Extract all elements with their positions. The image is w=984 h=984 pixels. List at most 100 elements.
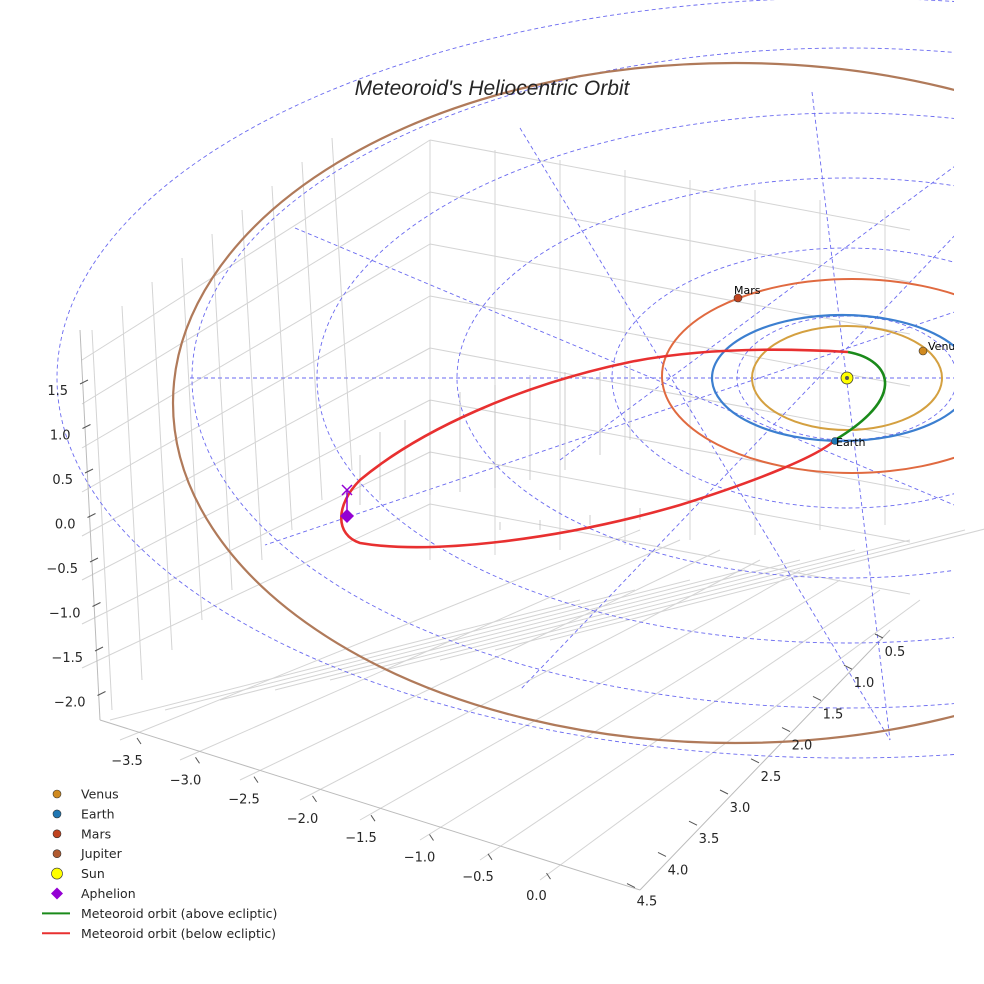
z-tick-label: −1.5 — [51, 651, 83, 666]
z-tick-mark — [87, 513, 96, 518]
ecliptic-ring — [56, 0, 954, 759]
meteoroid-orbit-above — [834, 350, 887, 442]
orbit-jupiter — [172, 62, 954, 744]
legend-label-aphelion: Aphelion — [81, 886, 136, 901]
x-tick-label: −3.5 — [111, 754, 143, 769]
legend: Venus Earth Mars Jupiter Sun Aphelion Meteoroi… — [42, 787, 277, 941]
x-tick-label: −2.0 — [287, 812, 319, 827]
axis-ticks: 1.5 1.0 0.5 0.0 −0.5 −1.0 −1.5 −2.0 −3.5 −3.0 −2.5… — [46, 379, 906, 910]
meteoroid-orbit-below — [339, 348, 849, 549]
ecliptic-spoke — [811, 91, 891, 741]
orbit-venus — [751, 325, 943, 431]
z-tick-label: 1.0 — [50, 429, 71, 444]
x-tick-label: −1.0 — [404, 851, 436, 866]
grid-line — [81, 399, 431, 581]
grid-line — [331, 137, 353, 471]
grid-line — [479, 589, 881, 861]
grid-line — [429, 451, 911, 543]
ecliptic-spoke — [559, 166, 954, 461]
grid-line — [119, 529, 641, 741]
aphelion-x-marker — [341, 484, 353, 496]
grid-line — [81, 295, 431, 493]
grid-line — [211, 233, 233, 591]
orbit-mars — [661, 278, 954, 474]
ecliptic-ring — [611, 247, 954, 509]
y-tick-label: 3.0 — [730, 801, 751, 816]
legend-label-venus: Venus — [81, 787, 119, 802]
ecliptic-spoke — [519, 127, 891, 741]
orbit-earth — [710, 313, 954, 443]
legend-label-meteoroid-orbit-above-ecliptic: Meteoroid orbit (above ecliptic) — [81, 906, 277, 921]
z-tick-label: 1.5 — [47, 384, 68, 399]
bodies: Venus Earth Mars — [340, 284, 961, 523]
ecliptic-grid — [56, 0, 954, 759]
meteoroid-orbit — [339, 348, 887, 549]
ecliptic-spoke — [519, 235, 954, 691]
grid-line — [429, 191, 911, 283]
grid-line — [219, 579, 691, 701]
grid-line — [301, 161, 323, 501]
grid-line — [109, 599, 581, 721]
earth-marker — [831, 437, 839, 445]
axis-edge — [639, 629, 891, 891]
grid-line — [81, 347, 431, 537]
mars-marker — [733, 293, 743, 303]
z-tick-label: 0.5 — [52, 473, 73, 488]
legend-label-mars: Mars — [81, 826, 111, 841]
z-tick-mark — [79, 379, 89, 385]
axis-edge — [79, 329, 101, 721]
x-tick-mark — [370, 814, 376, 822]
grid-line — [239, 549, 721, 781]
y-tick-label: 1.5 — [823, 707, 844, 722]
y-tick-label: 0.5 — [885, 645, 906, 660]
grid-line — [429, 503, 911, 595]
grid-line — [164, 589, 636, 711]
grid-line — [181, 257, 203, 621]
ecliptic-spoke — [294, 227, 954, 506]
legend-label-sun: Sun — [81, 866, 105, 881]
grid-line — [91, 329, 113, 711]
grid-line — [549, 528, 984, 641]
x-tick-mark — [429, 834, 434, 841]
z-tick-label: −0.5 — [46, 562, 78, 577]
y-tick-mark — [719, 789, 729, 795]
legend-swatch-mars — [52, 829, 62, 839]
legend-swatch-earth — [52, 809, 62, 819]
grid-line — [81, 503, 431, 669]
legend-label-jupiter: Jupiter — [80, 846, 123, 861]
y-tick-label: 2.0 — [792, 739, 813, 754]
axis-edge — [99, 719, 641, 891]
grid-line — [494, 529, 966, 651]
y-tick-mark — [812, 695, 822, 701]
y-tick-mark — [781, 727, 791, 733]
venus-label: Venus — [928, 340, 961, 353]
grid-line — [359, 569, 801, 821]
grid-line — [429, 139, 911, 231]
grid-line — [539, 599, 921, 881]
legend-swatch-venus — [52, 789, 62, 799]
grid-line — [299, 559, 761, 801]
y-tick-mark — [657, 851, 667, 857]
drop-lines — [359, 365, 691, 530]
x-tick-mark — [253, 776, 259, 783]
z-tick-mark — [89, 557, 99, 563]
x-tick-mark — [312, 795, 317, 803]
grid-line — [439, 539, 911, 661]
ecliptic-spoke — [264, 311, 954, 546]
chart-title: Meteoroid's Heliocentric Orbit — [355, 77, 631, 100]
legend-label-meteoroid-orbit-below-ecliptic: Meteoroid orbit (below ecliptic) — [81, 926, 276, 941]
z-tick-mark — [92, 602, 101, 607]
grid-line — [429, 399, 911, 491]
x-tick-mark — [487, 853, 493, 861]
y-tick-mark — [874, 633, 884, 639]
earth-label: Earth — [836, 436, 866, 449]
grid-line — [81, 191, 431, 405]
x-tick-label: −3.0 — [170, 773, 202, 788]
grid-line — [429, 347, 911, 439]
venus-marker — [918, 346, 928, 356]
grid-line — [241, 209, 263, 561]
y-tick-label: 1.0 — [854, 676, 875, 691]
axis-grid — [79, 137, 984, 891]
x-tick-label: 0.0 — [526, 889, 547, 904]
